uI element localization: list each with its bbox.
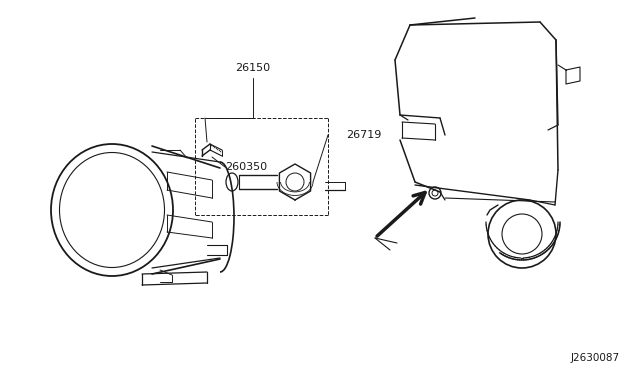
- Text: 26719: 26719: [346, 130, 381, 140]
- Text: 260350: 260350: [225, 162, 267, 172]
- Text: J2630087: J2630087: [571, 353, 620, 363]
- Text: 26150: 26150: [236, 63, 271, 73]
